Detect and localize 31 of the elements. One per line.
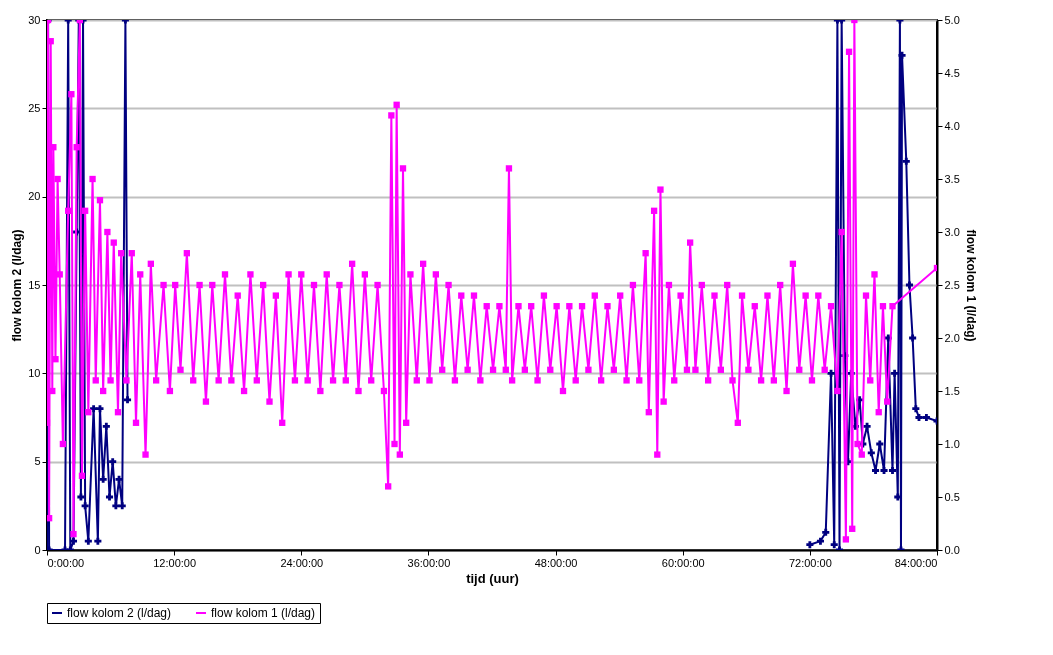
x-tick-label: 36:00:00: [407, 556, 451, 569]
x-tick-label: 60:00:00: [661, 556, 705, 569]
x-tick-label: 24:00:00: [280, 556, 324, 569]
legend-label: flow kolom 1 (l/dag): [211, 606, 316, 620]
y-tick-label: 5: [34, 455, 41, 468]
x-axis-title: tijd (uur): [466, 570, 519, 586]
y-tick-label: 0: [34, 543, 41, 556]
y2-tick-label: 3.5: [944, 172, 960, 185]
y2-tick-label: 0.0: [944, 543, 960, 556]
y2-tick-label: 4.0: [944, 119, 960, 132]
y2-tick-label: 2.5: [944, 278, 960, 291]
y2-tick-label: 1.5: [944, 384, 960, 397]
y2-tick-label: 5.0: [944, 13, 960, 26]
legend-label: flow kolom 2 (l/dag): [67, 606, 172, 620]
y2-tick-label: 1.0: [944, 437, 960, 450]
y-tick-label: 10: [28, 366, 41, 379]
y-tick-label: 20: [28, 190, 41, 203]
y2-axis-title: flow kolom 1 (l/dag): [963, 229, 978, 342]
x-tick-label: 72:00:00: [788, 556, 832, 569]
x-tick-label: 0:00:00: [47, 556, 85, 569]
y2-tick-label: 3.0: [944, 225, 960, 238]
y2-tick-label: 2.0: [944, 331, 960, 344]
x-tick-label: 84:00:00: [894, 556, 938, 569]
y-tick-label: 25: [28, 101, 41, 114]
y2-tick-label: 4.5: [944, 66, 960, 79]
y-axis-title: flow kolom 2 (l/dag): [10, 229, 25, 342]
x-tick-label: 12:00:00: [153, 556, 197, 569]
y-tick-label: 30: [28, 13, 41, 26]
y2-tick-label: 0.5: [944, 490, 960, 503]
y-tick-label: 15: [28, 278, 41, 291]
x-tick-label: 48:00:00: [534, 556, 578, 569]
